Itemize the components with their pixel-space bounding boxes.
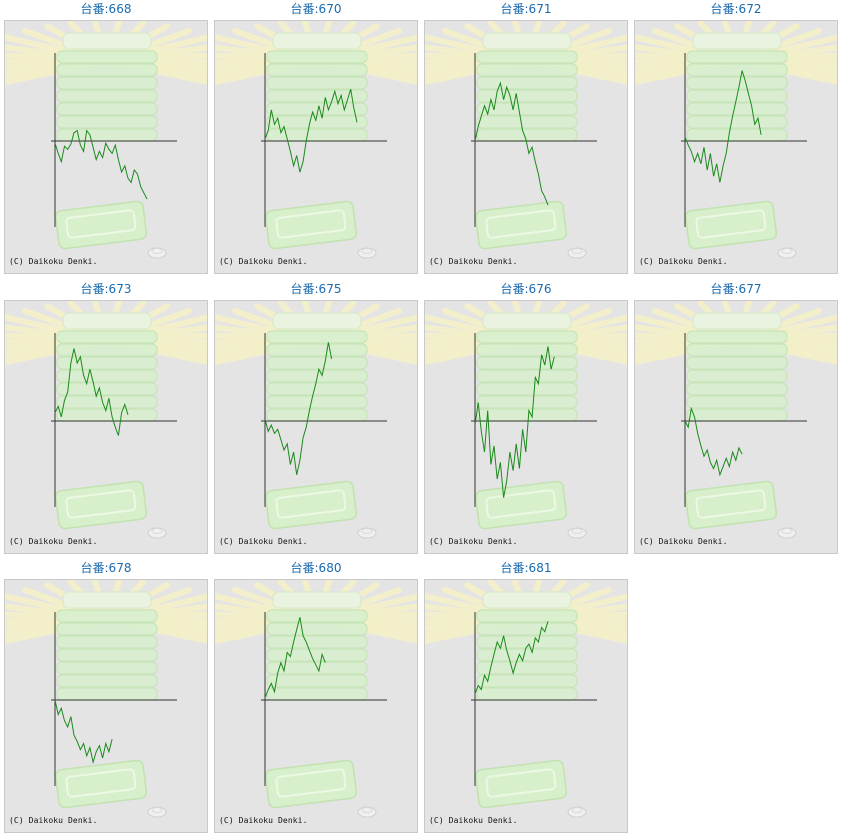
chart-panel: (C) Daikoku Denki. [424,300,628,554]
chart-canvas [5,580,207,818]
background-art [425,21,627,259]
chart-panel: (C) Daikoku Denki. [214,300,418,554]
machine-chart-card: 台番:671 (C) Daikoku Denki. [424,0,628,275]
copyright-text: (C) Daikoku Denki. [219,816,308,825]
series-line [474,621,549,694]
series-line [264,89,358,173]
chart-canvas [215,301,417,539]
machine-chart-card: 台番:672 (C) Daikoku Denki. [634,0,838,275]
chart-canvas [425,301,627,539]
series-line [264,617,326,699]
machine-chart-card: 台番:681 (C) Daikoku Denki. [424,559,628,834]
series-line [684,70,762,183]
chart-panel: (C) Daikoku Denki. [634,20,838,274]
chart-canvas [215,580,417,818]
chart-canvas [425,21,627,259]
copyright-text: (C) Daikoku Denki. [9,537,98,546]
machine-chart-card: 台番:680 (C) Daikoku Denki. [214,559,418,834]
machine-chart-card: 台番:676 (C) Daikoku Denki. [424,280,628,555]
copyright-text: (C) Daikoku Denki. [9,816,98,825]
chart-title: 台番:675 [290,282,342,296]
chart-canvas [425,580,627,818]
background-art [425,301,627,539]
chart-title: 台番:670 [290,2,342,16]
chart-canvas [635,21,837,259]
series-line [264,342,333,475]
chart-title: 台番:678 [80,561,132,575]
chart-panel: (C) Daikoku Denki. [4,20,208,274]
chart-title: 台番:668 [80,2,132,16]
series-line [474,346,555,498]
machine-chart-card: 台番:675 (C) Daikoku Denki. [214,280,418,555]
copyright-text: (C) Daikoku Denki. [9,257,98,266]
copyright-text: (C) Daikoku Denki. [219,537,308,546]
chart-panel: (C) Daikoku Denki. [214,579,418,833]
chart-canvas [5,21,207,259]
series-line [684,406,743,477]
chart-title: 台番:672 [710,2,762,16]
series-line [54,348,129,436]
chart-panel: (C) Daikoku Denki. [424,20,628,274]
chart-title: 台番:677 [710,282,762,296]
chart-title: 台番:671 [500,2,552,16]
copyright-text: (C) Daikoku Denki. [429,257,518,266]
copyright-text: (C) Daikoku Denki. [429,816,518,825]
chart-panel: (C) Daikoku Denki. [424,579,628,833]
machine-chart-card: 台番:678 (C) Daikoku Denki. [4,559,208,834]
chart-panel: (C) Daikoku Denki. [4,579,208,833]
background-art [215,301,417,539]
machine-chart-card: 台番:668 (C) Daikoku Denki. [4,0,208,275]
background-art [635,301,837,539]
copyright-text: (C) Daikoku Denki. [429,537,518,546]
series-line [474,81,549,206]
background-art [5,21,207,259]
background-art [635,21,837,259]
chart-title: 台番:680 [290,561,342,575]
copyright-text: (C) Daikoku Denki. [639,257,728,266]
chart-title: 台番:676 [500,282,552,296]
chart-canvas [635,301,837,539]
chart-panel: (C) Daikoku Denki. [4,300,208,554]
background-art [425,580,627,818]
background-art [215,580,417,818]
copyright-text: (C) Daikoku Denki. [639,537,728,546]
chart-canvas [5,301,207,539]
series-line [54,699,113,765]
chart-canvas [215,21,417,259]
background-art [5,580,207,818]
machine-chart-card: 台番:677 (C) Daikoku Denki. [634,280,838,555]
background-art [215,21,417,259]
series-line [54,129,148,200]
chart-title: 台番:681 [500,561,552,575]
machine-chart-card: 台番:673 (C) Daikoku Denki. [4,280,208,555]
copyright-text: (C) Daikoku Denki. [219,257,308,266]
chart-panel: (C) Daikoku Denki. [634,300,838,554]
background-art [5,301,207,539]
chart-title: 台番:673 [80,282,132,296]
machine-chart-card: 台番:670 (C) Daikoku Denki. [214,0,418,275]
chart-panel: (C) Daikoku Denki. [214,20,418,274]
